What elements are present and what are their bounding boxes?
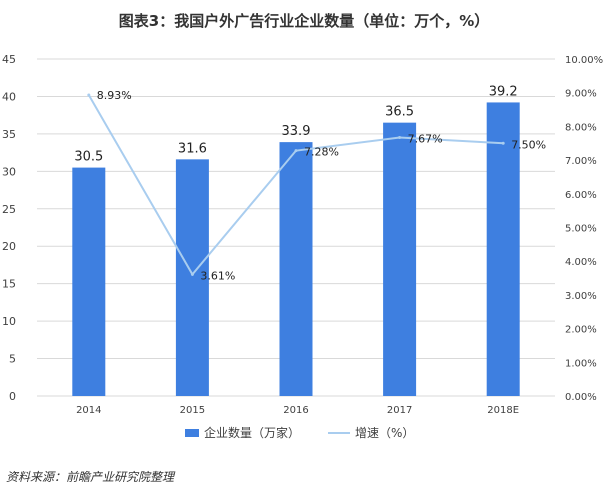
right-tick-label: 7.00% (565, 156, 597, 167)
bar-value-label: 33.9 (282, 124, 311, 139)
line-value-label: 3.61% (200, 269, 235, 282)
line-point (294, 149, 298, 153)
line-value-label: 8.93% (97, 89, 132, 102)
left-tick-label: 10 (2, 315, 16, 328)
bar (175, 159, 209, 396)
left-tick-label: 5 (9, 353, 16, 366)
left-tick-label: 0 (9, 390, 16, 403)
line-data-labels: 8.93% 3.61% 7.28% 7.67% 7.50% (97, 89, 546, 282)
right-tick-label: 10.00% (565, 55, 603, 66)
x-axis-ticks: 2014 2015 2016 2017 2018E (76, 405, 519, 416)
left-tick-label: 45 (2, 53, 16, 66)
bar (486, 102, 520, 397)
right-tick-label: 8.00% (565, 122, 597, 133)
x-tick-label: 2017 (387, 405, 412, 416)
legend: 企业数量（万家） 增速（%） (185, 424, 442, 441)
line-point (87, 93, 91, 97)
bar-series (72, 102, 520, 397)
right-tick-label: 0.00% (565, 392, 597, 403)
right-tick-label: 2.00% (565, 325, 597, 336)
left-tick-label: 30 (2, 165, 16, 178)
legend-item-line: 增速（%） (328, 424, 414, 441)
legend-line-label: 增速（%） (355, 426, 415, 440)
left-axis-ticks: 0 5 10 15 20 25 30 35 40 45 (2, 53, 16, 403)
line-value-label: 7.50% (511, 138, 546, 151)
bar-data-labels: 30.5 31.6 33.9 36.5 39.2 (74, 84, 517, 164)
line-point (398, 136, 402, 140)
bar (279, 142, 313, 396)
right-tick-label: 5.00% (565, 224, 597, 235)
right-tick-label: 9.00% (565, 89, 597, 100)
bar-value-label: 31.6 (178, 141, 207, 156)
chart-title: 图表3：我国户外广告行业企业数量（单位：万个，%） (118, 12, 490, 30)
x-tick-label: 2015 (180, 405, 205, 416)
left-tick-label: 15 (2, 278, 16, 291)
line-point (190, 272, 194, 276)
x-tick-label: 2014 (76, 405, 101, 416)
bar-value-label: 30.5 (74, 150, 103, 165)
right-tick-label: 1.00% (565, 358, 597, 369)
line-point (501, 141, 505, 145)
bar-value-label: 39.2 (489, 84, 518, 99)
bar (72, 167, 106, 396)
legend-item-bar: 企业数量（万家） (185, 424, 300, 441)
right-tick-label: 6.00% (565, 190, 597, 201)
bar-value-label: 36.5 (385, 105, 414, 120)
right-tick-label: 3.00% (565, 291, 597, 302)
source-note: 资料来源：前瞻产业研究院整理 (6, 470, 175, 484)
left-tick-label: 25 (2, 203, 16, 216)
legend-bar-label: 企业数量（万家） (204, 426, 301, 440)
left-tick-label: 40 (2, 90, 16, 103)
bar (383, 122, 417, 397)
legend-line-swatch (328, 431, 351, 434)
line-value-label: 7.28% (304, 146, 339, 159)
right-axis-ticks: 0.00% 1.00% 2.00% 3.00% 4.00% 5.00% 6.00% 7.00%… (565, 55, 603, 403)
line-value-label: 7.67% (408, 133, 443, 146)
left-tick-label: 35 (2, 128, 16, 141)
left-tick-label: 20 (2, 240, 16, 253)
x-tick-label: 2016 (283, 405, 308, 416)
legend-bar-swatch (185, 428, 199, 437)
line-series (87, 93, 505, 277)
x-tick-label: 2018E (487, 405, 519, 416)
right-tick-label: 4.00% (565, 257, 597, 268)
